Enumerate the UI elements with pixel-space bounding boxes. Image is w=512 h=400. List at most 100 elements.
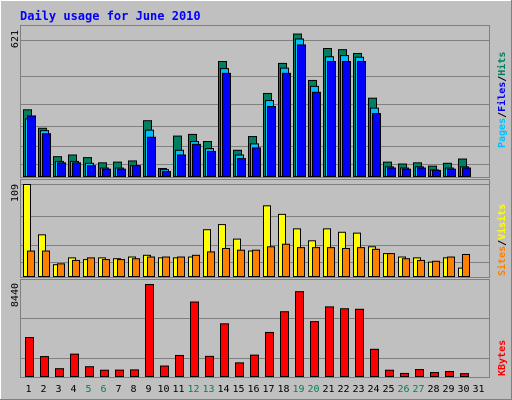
panel-visits-frame [20, 179, 490, 278]
bar-sites-26 [402, 258, 410, 278]
bar-kbytes-1 [25, 337, 34, 377]
bar-kbytes-14 [220, 323, 229, 377]
bar-pages-4 [72, 162, 81, 177]
bar-sites-10 [162, 256, 170, 278]
bar-pages-29 [447, 168, 456, 178]
bar-kbytes-17 [265, 331, 274, 377]
x-tick-label-29: 29 [442, 384, 454, 395]
legend-files: Files [496, 82, 508, 112]
panel-hits-frame [20, 25, 490, 178]
bar-sites-19 [297, 247, 305, 278]
bar-sites-30 [462, 253, 470, 277]
bar-pages-28 [432, 169, 441, 177]
visits-ymax-label: 109 [10, 184, 21, 202]
bar-pages-27 [417, 167, 426, 178]
bar-kbytes-22 [340, 308, 349, 377]
bars-layer [23, 33, 471, 378]
bar-pages-8 [132, 165, 141, 177]
bar-kbytes-28 [430, 372, 439, 378]
bar-kbytes-26 [400, 372, 409, 377]
bar-pages-26 [402, 168, 411, 178]
bar-sites-12 [192, 254, 200, 277]
bar-pages-5 [87, 165, 96, 177]
bar-kbytes-21 [325, 306, 334, 377]
legend-sep-2: / [497, 76, 508, 82]
bar-sites-20 [312, 247, 320, 278]
chart-title: Daily usage for June 2010 [20, 9, 201, 23]
x-tick-label-18: 18 [277, 384, 289, 395]
bar-sites-24 [372, 248, 380, 278]
bar-sites-25 [387, 253, 395, 277]
x-tick-label-30: 30 [457, 384, 469, 395]
x-tick-label-4: 4 [70, 384, 76, 395]
bar-sites-7 [117, 259, 125, 278]
bar-pages-6 [102, 168, 111, 178]
bar-pages-3 [57, 162, 66, 177]
x-tick-label-25: 25 [382, 384, 394, 395]
x-tick-label-17: 17 [262, 384, 274, 395]
bar-pages-10 [162, 171, 171, 177]
bar-kbytes-12 [190, 301, 199, 377]
bar-kbytes-24 [370, 348, 379, 378]
x-tick-label-13: 13 [202, 384, 214, 395]
x-tick-label-21: 21 [322, 384, 334, 395]
x-tick-label-10: 10 [157, 384, 169, 395]
x-axis-labels: 1 2 3 4 5 6 7 8 9 10 11 12 13 14 15 16 17 18 19 20 21 22 23 24 2… [25, 384, 484, 395]
bar-sites-5 [87, 257, 95, 278]
bar-pages-14 [222, 72, 231, 177]
x-tick-label-11: 11 [172, 384, 184, 395]
bar-pages-17 [267, 105, 276, 177]
bar-pages-30 [462, 167, 471, 178]
bar-kbytes-3 [55, 368, 64, 378]
x-tick-label-22: 22 [337, 384, 349, 395]
bar-sites-6 [102, 259, 110, 278]
bar-kbytes-10 [160, 365, 169, 377]
x-tick-label-20: 20 [307, 384, 319, 395]
x-tick-label-28: 28 [427, 384, 439, 395]
bar-sites-1 [27, 250, 35, 278]
bar-kbytes-2 [40, 356, 49, 378]
hits-ymax-label: 621 [10, 30, 21, 48]
bar-pages-15 [237, 158, 246, 178]
bar-sites-9 [147, 256, 155, 278]
x-tick-label-6: 6 [100, 384, 106, 395]
bar-sites-11 [177, 256, 185, 278]
bar-pages-23 [357, 61, 366, 178]
kbytes-legend: KBytes [497, 340, 508, 376]
bar-kbytes-4 [70, 353, 79, 377]
x-tick-label-5: 5 [85, 384, 91, 395]
legend-sites: Sites [496, 246, 508, 276]
bar-pages-25 [387, 167, 396, 178]
bar-kbytes-9 [145, 284, 154, 377]
bar-pages-11 [177, 154, 186, 177]
x-tick-label-27: 27 [412, 384, 424, 395]
legend-visits: Visits [496, 204, 508, 240]
bar-kbytes-29 [445, 371, 454, 378]
bar-kbytes-11 [175, 354, 184, 378]
bar-pages-13 [207, 150, 216, 177]
bar-kbytes-23 [355, 308, 364, 378]
bar-pages-20 [312, 91, 321, 177]
x-tick-label-3: 3 [55, 384, 61, 395]
legend-sep-3: / [497, 240, 508, 246]
bar-sites-14 [222, 247, 230, 278]
x-tick-label-24: 24 [367, 384, 379, 395]
bar-pages-2 [42, 133, 51, 178]
x-tick-label-23: 23 [352, 384, 364, 395]
x-tick-label-8: 8 [130, 384, 136, 395]
x-tick-label-14: 14 [217, 384, 229, 395]
bar-sites-2 [42, 250, 50, 278]
bar-sites-23 [357, 247, 365, 278]
bar-sites-21 [327, 247, 335, 278]
bar-kbytes-25 [385, 369, 394, 377]
bar-kbytes-15 [235, 362, 244, 378]
bar-sites-16 [252, 249, 260, 278]
bar-sites-18 [282, 243, 290, 278]
kbytes-ymax-label: 8440 [10, 283, 21, 307]
legend-sep-1: / [497, 112, 508, 118]
legend-pages: Pages [497, 118, 508, 148]
x-tick-label-1: 1 [25, 384, 31, 395]
